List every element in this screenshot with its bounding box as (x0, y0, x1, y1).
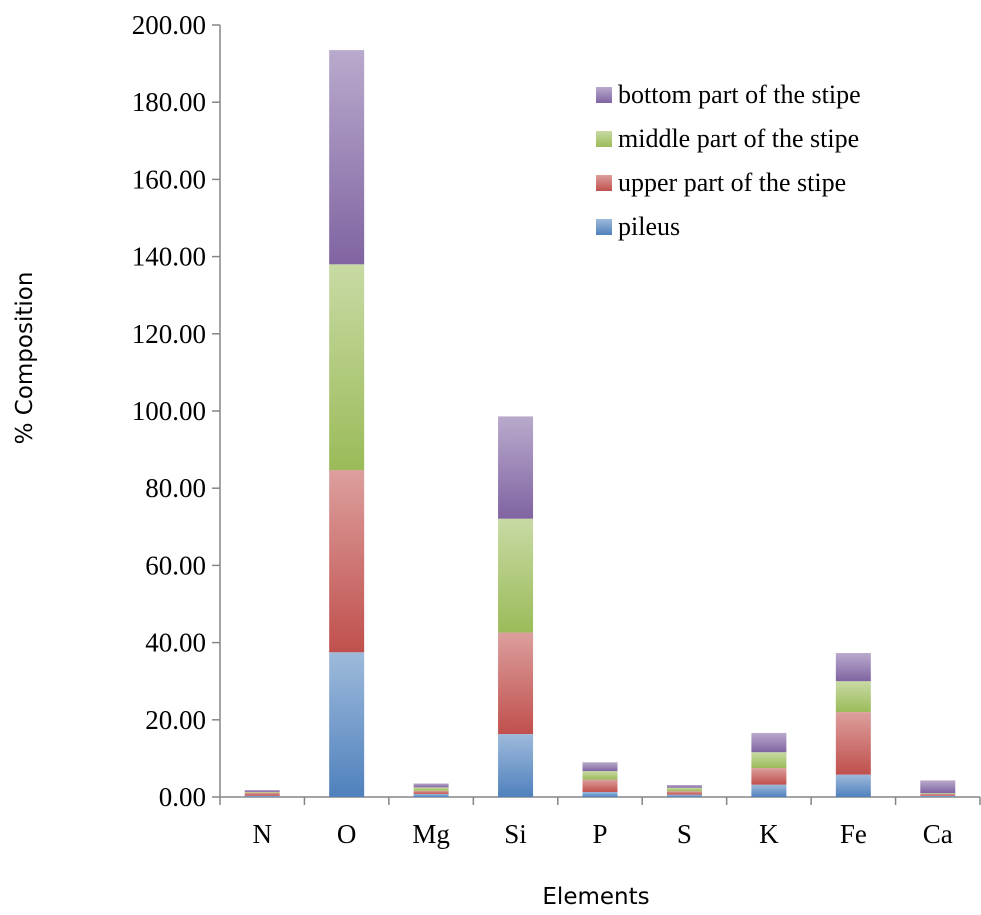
bar-segment (329, 652, 365, 797)
y-tick-label: 120.00 (132, 319, 206, 349)
legend-label: bottom part of the stipe (618, 80, 861, 109)
bar-segment (835, 681, 871, 713)
y-tick-label: 160.00 (132, 164, 206, 194)
x-axis: N O Mg Si P S K Fe Ca (219, 796, 981, 849)
bar-segment (329, 264, 365, 471)
x-tick-label: P (592, 819, 607, 849)
bar-segment (244, 792, 280, 796)
x-tick-label: K (759, 819, 779, 849)
bar-segment (413, 787, 449, 791)
bar-segment (751, 732, 787, 753)
bar-segment (582, 779, 618, 792)
x-tick-label: N (252, 819, 272, 849)
y-tick-label: 60.00 (145, 550, 206, 580)
bar-segment (329, 470, 365, 653)
y-axis-title: % Composition (12, 272, 38, 445)
bar-segment (920, 793, 956, 796)
bar-segment (498, 734, 534, 797)
bar-segment (244, 790, 280, 792)
bar-segment (920, 780, 956, 794)
bar-segment (751, 784, 787, 797)
legend-label: upper part of the stipe (618, 168, 846, 197)
bar-segment (666, 794, 702, 797)
y-tick-label: 140.00 (132, 242, 206, 272)
bar-segment (244, 795, 280, 797)
x-tick-label: Fe (840, 819, 867, 849)
bar-segment (413, 783, 449, 788)
bar-segment (666, 787, 702, 792)
y-tick-label: 40.00 (145, 628, 206, 658)
bar-segment (413, 793, 449, 797)
legend-label: pileus (618, 212, 680, 241)
bar-segment (835, 712, 871, 775)
bar-segment (329, 50, 365, 265)
bar-segment (666, 785, 702, 788)
legend-swatch (596, 175, 612, 191)
legend-swatch (596, 131, 612, 147)
bar-segment (751, 768, 787, 785)
x-axis-title: Elements (542, 884, 649, 910)
x-tick-label: O (337, 819, 357, 849)
bar-segment (835, 774, 871, 797)
y-tick-label: 80.00 (145, 473, 206, 503)
bar-segment (920, 793, 956, 794)
y-tick-label: 0.00 (159, 782, 206, 812)
x-tick-label: Si (504, 819, 527, 849)
bar-segment (413, 790, 449, 794)
bar-segment (498, 416, 534, 519)
bars-group (244, 50, 956, 797)
bar-segment (582, 771, 618, 780)
x-tick-label: S (677, 819, 692, 849)
x-tick-label: Mg (412, 819, 450, 849)
x-tick-label: Ca (923, 819, 953, 849)
legend-swatch (596, 87, 612, 103)
y-tick-label: 200.00 (132, 10, 206, 40)
bar-segment (835, 653, 871, 682)
bar-segment (498, 632, 534, 735)
bar-segment (920, 795, 956, 797)
bar-segment (582, 762, 618, 772)
y-axis: 0.00 20.00 40.00 60.00 80.00 100.00 120.00 140.… (132, 10, 221, 812)
bar-segment (666, 791, 702, 795)
bar-segment (751, 752, 787, 769)
legend-label: middle part of the stipe (618, 124, 859, 153)
y-tick-label: 100.00 (132, 396, 206, 426)
bar-segment (582, 791, 618, 797)
bar-segment (244, 791, 280, 793)
bar-segment (498, 518, 534, 633)
legend-swatch (596, 219, 612, 235)
legend: bottom part of the stipe middle part of t… (596, 80, 861, 241)
y-tick-label: 180.00 (132, 87, 206, 117)
y-tick-label: 20.00 (145, 705, 206, 735)
